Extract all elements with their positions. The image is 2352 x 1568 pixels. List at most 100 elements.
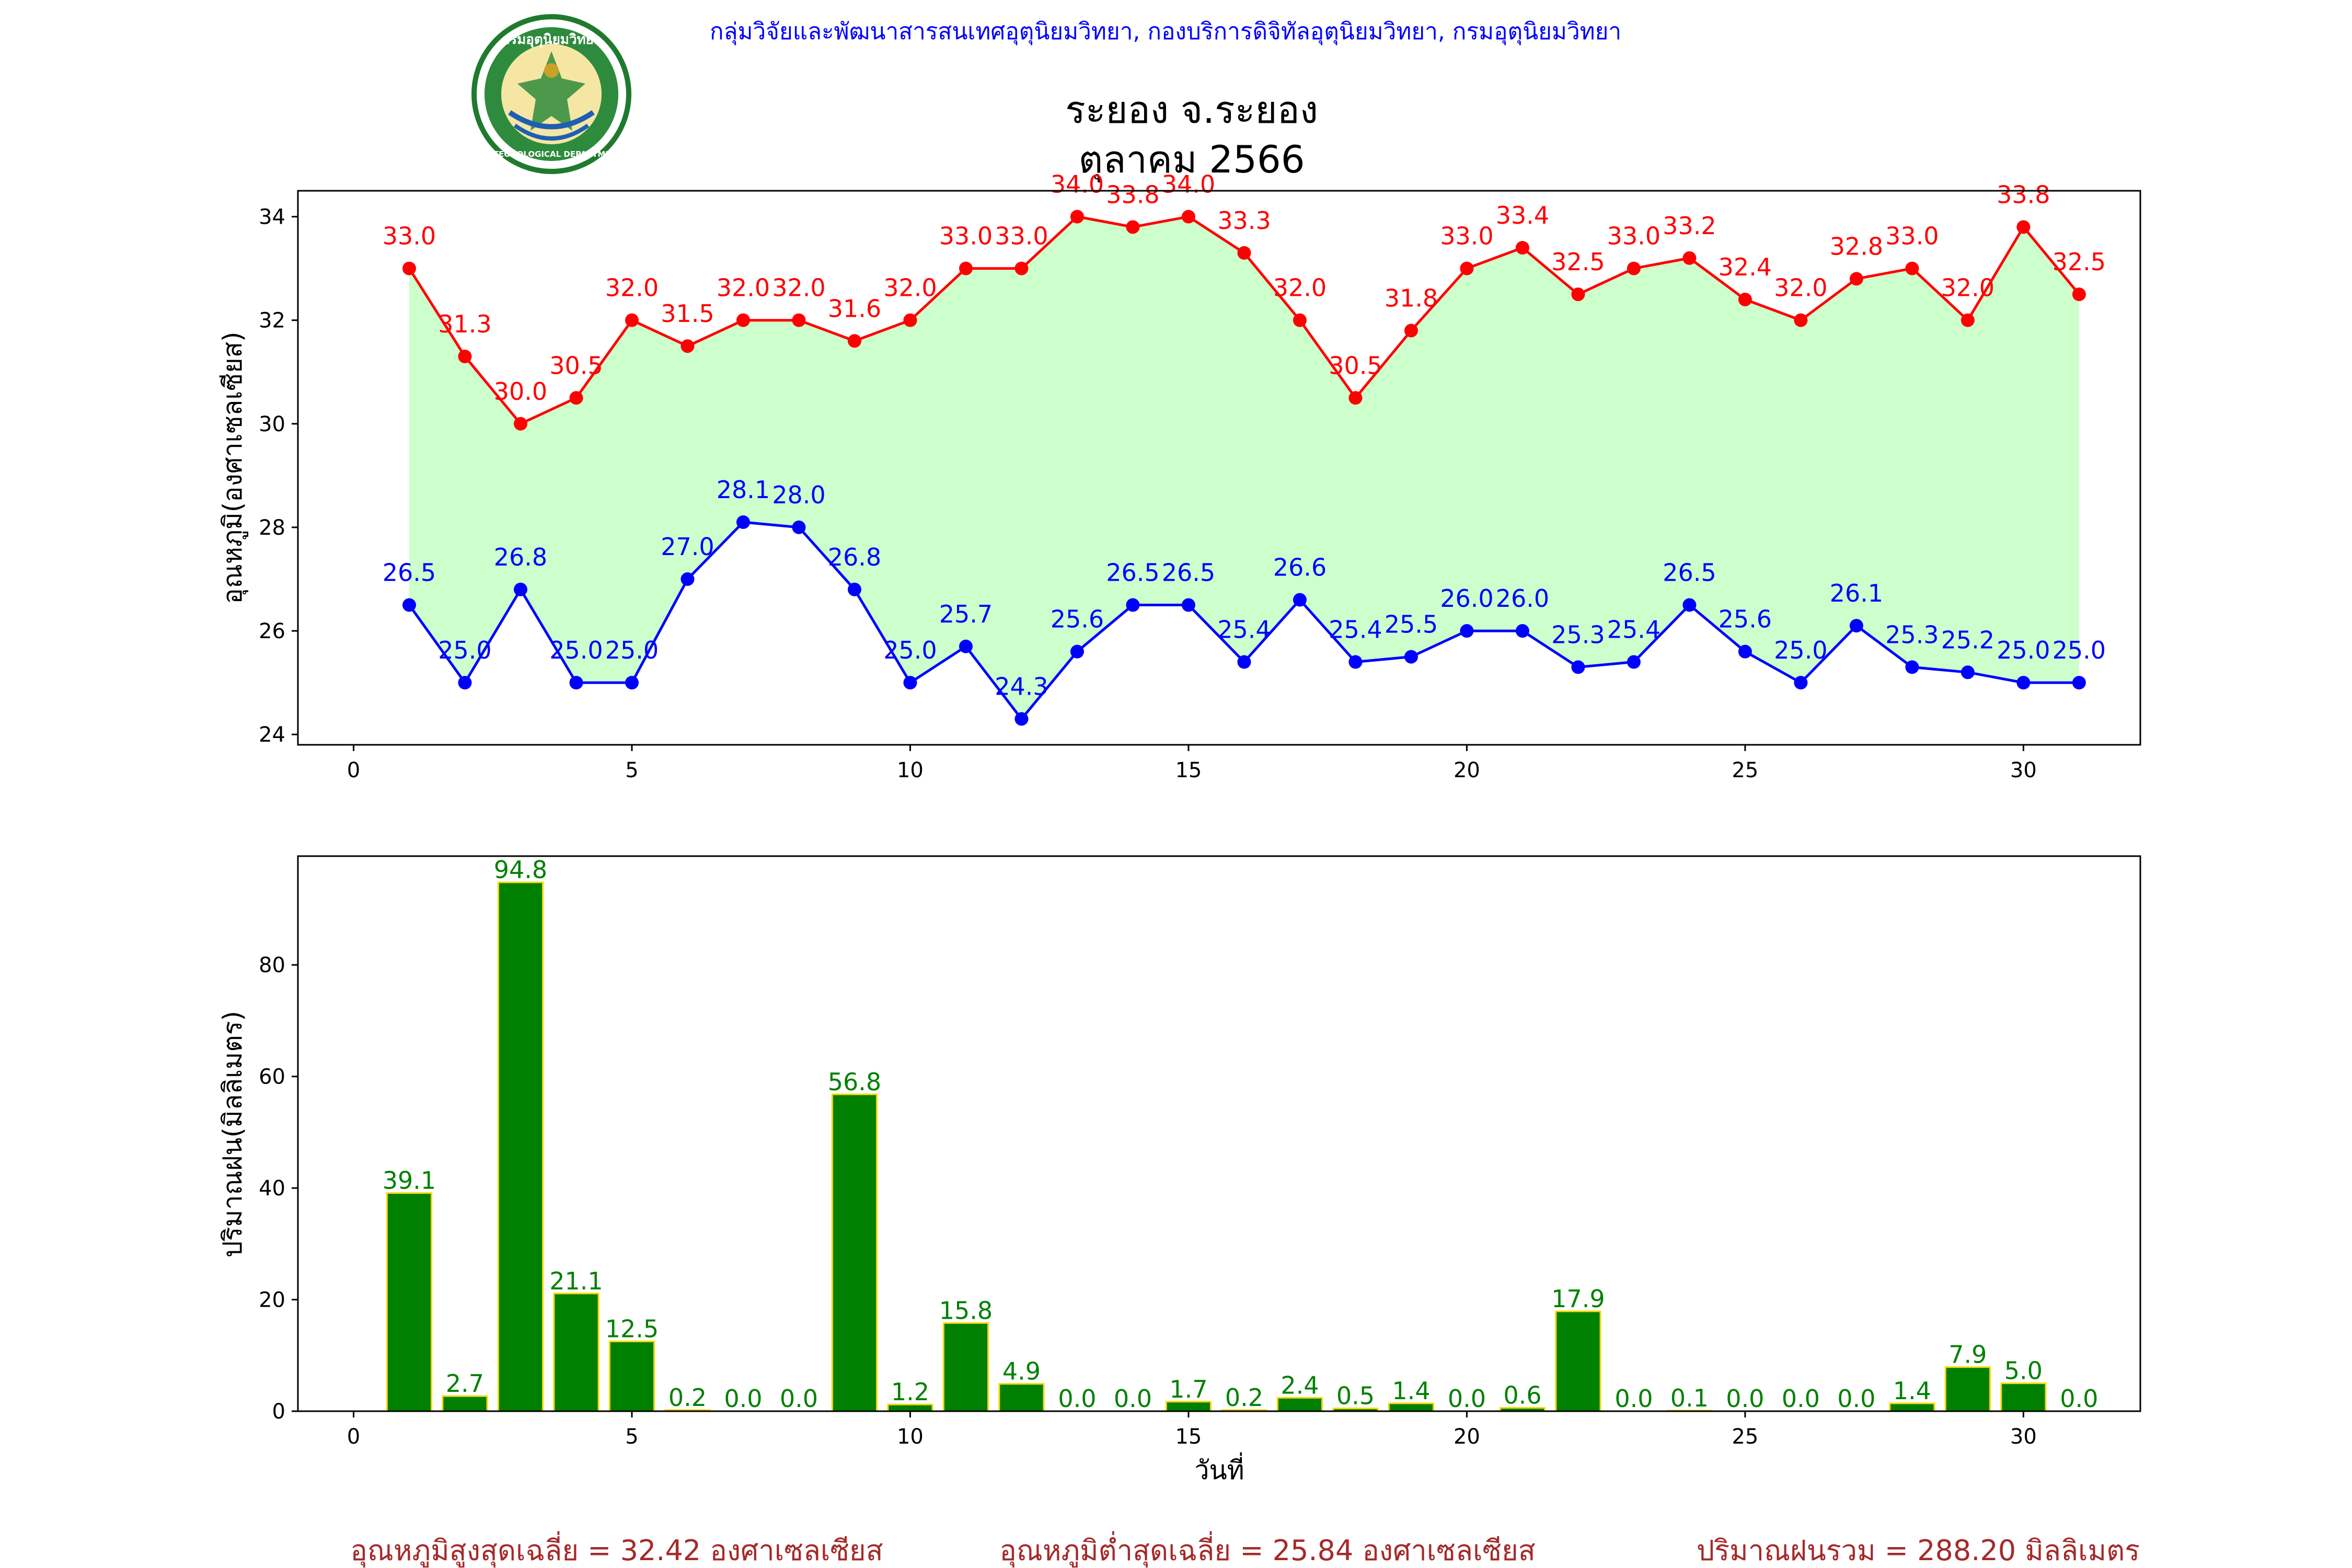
tmax-label-day-14: 33.8 xyxy=(1106,180,1159,209)
tmin-label-day-13: 25.6 xyxy=(1051,605,1104,633)
tmax-point-day-15 xyxy=(1181,210,1195,224)
rainfall-x-tick-label: 20 xyxy=(1454,1425,1480,1449)
tmin-point-day-19 xyxy=(1404,650,1418,664)
tmax-point-day-28 xyxy=(1905,261,1919,275)
rainfall-y-tick-label: 60 xyxy=(259,1065,285,1089)
tmax-point-day-17 xyxy=(1293,313,1307,327)
tmax-point-day-18 xyxy=(1348,391,1363,405)
tmax-label-day-2: 31.3 xyxy=(438,310,491,338)
tmin-point-day-31 xyxy=(2072,676,2086,690)
temperature-x-tick-label: 20 xyxy=(1454,758,1480,782)
temperature-y-tick-label: 26 xyxy=(259,619,285,643)
tmin-point-day-26 xyxy=(1794,676,1808,690)
tmax-label-day-26: 32.0 xyxy=(1774,274,1827,302)
tmax-point-day-14 xyxy=(1126,220,1140,234)
tmax-label-day-21: 33.4 xyxy=(1496,201,1549,229)
temperature-range-fill-layer xyxy=(409,216,2079,719)
tmin-label-day-8: 28.0 xyxy=(772,481,825,509)
rainfall-axes-layer: 0 5 10 15 20 25 30 0 20 40 60 80 xyxy=(259,953,2037,1449)
rain-label-day-2: 2.7 xyxy=(446,1369,484,1398)
rain-label-day-23: 0.0 xyxy=(1615,1385,1653,1413)
rain-label-day-15: 1.7 xyxy=(1169,1375,1207,1403)
tmax-label-day-24: 33.2 xyxy=(1663,212,1716,240)
temperature-y-axis-label: อุณหภูมิ(องศาเซลเซียส) xyxy=(217,331,248,604)
tmin-label-day-16: 25.4 xyxy=(1217,615,1271,643)
rainfall-chart: 39.1 2.7 94.8 21.112.5 0.2 0.0 0.0 56.8 1.2 15.8 4… xyxy=(217,855,2141,1485)
rain-bar-day-9 xyxy=(831,1093,878,1412)
tmin-point-day-21 xyxy=(1515,624,1529,638)
rainfall-y-tick-label: 40 xyxy=(259,1177,285,1201)
rain-bar-day-5 xyxy=(608,1341,655,1412)
tmax-point-day-31 xyxy=(2072,287,2086,302)
rainfall-x-axis-label: วันที่ xyxy=(1194,1452,1244,1485)
tmin-point-day-11 xyxy=(959,639,973,653)
rain-bar-day-17 xyxy=(1276,1397,1323,1412)
rainfall-x-tick-label: 10 xyxy=(897,1425,924,1449)
rain-label-day-17: 2.4 xyxy=(1281,1371,1319,1399)
temperature-x-tick-label: 30 xyxy=(2010,758,2037,782)
tmin-label-day-22: 25.3 xyxy=(1551,620,1605,649)
tmax-label-day-4: 30.5 xyxy=(549,351,603,379)
temperature-axes-layer: 0 5 10 15 20 25 30 24 26 28 30 32 34 xyxy=(259,205,2037,782)
rain-label-day-16: 0.2 xyxy=(1225,1383,1263,1412)
temperature-x-tick-label: 10 xyxy=(897,758,924,782)
temperature-y-tick-label: 24 xyxy=(259,723,285,747)
rainfall-plot-frame xyxy=(297,855,2141,1412)
tmax-label-day-29: 32.0 xyxy=(1941,274,1994,302)
tmin-label-day-29: 25.2 xyxy=(1941,626,1994,654)
tmin-point-day-7 xyxy=(736,515,750,529)
rain-label-day-11: 15.8 xyxy=(939,1296,993,1324)
tmin-point-day-13 xyxy=(1070,644,1084,659)
tmax-point-day-12 xyxy=(1014,261,1029,275)
temperature-x-tick-label: 0 xyxy=(347,758,360,782)
tmax-label-day-16: 33.3 xyxy=(1217,206,1271,235)
tmax-point-day-7 xyxy=(736,313,750,327)
tmax-point-day-8 xyxy=(792,313,806,327)
rain-label-day-21: 0.6 xyxy=(1503,1381,1541,1410)
tmax-point-day-13 xyxy=(1070,210,1084,224)
tmax-label-day-18: 30.5 xyxy=(1329,351,1382,379)
tmax-point-day-30 xyxy=(2016,220,2031,234)
rain-label-day-29: 7.9 xyxy=(1949,1341,1987,1369)
tmin-point-day-15 xyxy=(1181,598,1195,612)
rain-label-day-24: 0.1 xyxy=(1670,1384,1709,1412)
tmin-label-day-3: 26.8 xyxy=(494,543,547,571)
rain-label-day-22: 17.9 xyxy=(1551,1285,1605,1313)
rainfall-x-tick-label: 30 xyxy=(2010,1425,2037,1449)
tmin-label-day-6: 27.0 xyxy=(661,533,714,561)
tmin-label-day-9: 26.8 xyxy=(828,543,881,571)
rainfall-y-tick-label: 80 xyxy=(259,953,285,977)
tmin-point-day-9 xyxy=(847,582,861,596)
tmin-label-day-11: 25.7 xyxy=(939,600,993,628)
tmax-point-day-26 xyxy=(1794,313,1808,327)
tmax-point-day-27 xyxy=(1849,272,1863,286)
tmin-point-day-24 xyxy=(1682,598,1697,612)
tmax-label-day-8: 32.0 xyxy=(772,274,825,302)
tmin-label-day-20: 26.0 xyxy=(1440,584,1493,613)
rain-label-day-10: 1.2 xyxy=(891,1378,929,1406)
rain-bar-day-3 xyxy=(497,881,544,1412)
rain-label-day-8: 0.0 xyxy=(780,1385,818,1413)
rain-label-day-12: 4.9 xyxy=(1002,1357,1041,1386)
tmax-label-day-20: 33.0 xyxy=(1440,222,1493,250)
tmax-point-day-23 xyxy=(1627,261,1641,275)
tmax-label-day-1: 33.0 xyxy=(383,222,436,250)
rain-label-day-30: 5.0 xyxy=(2004,1357,2043,1385)
rain-bar-day-29 xyxy=(1944,1366,1991,1412)
tmin-point-day-23 xyxy=(1627,655,1641,669)
temperature-y-tick-label: 30 xyxy=(259,412,285,436)
tmax-label-day-31: 32.5 xyxy=(2053,248,2106,276)
tmin-label-day-30: 25.0 xyxy=(1997,636,2050,664)
tmin-label-day-21: 26.0 xyxy=(1496,584,1549,613)
tmin-label-day-31: 25.0 xyxy=(2053,636,2106,664)
temperature-y-tick-label: 32 xyxy=(259,309,285,333)
footer-rain-total: ปริมาณฝนรวม = 288.20 มิลลิเมตร xyxy=(1697,1534,2140,1567)
tmax-point-day-2 xyxy=(458,350,472,364)
rainfall-bars-layer xyxy=(386,881,2047,1412)
tmin-label-day-15: 26.5 xyxy=(1162,559,1215,587)
tmin-label-day-18: 25.4 xyxy=(1329,615,1382,643)
temperature-y-tick-label: 34 xyxy=(259,205,285,229)
tmax-label-day-19: 31.8 xyxy=(1385,284,1438,312)
chart-title-station: ระยอง จ.ระยอง xyxy=(1065,88,1318,132)
tmin-label-day-27: 26.1 xyxy=(1830,579,1883,607)
